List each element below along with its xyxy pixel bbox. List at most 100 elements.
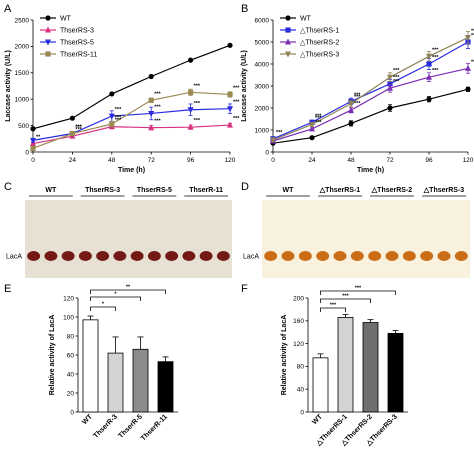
y-tick-label: 5000 [255,39,270,46]
significance-mark: *** [194,83,201,89]
gel-band [96,251,110,261]
data-point [270,137,276,144]
y-tick-label: 1000 [15,97,30,104]
gel-c: WT ThserRS-3 ThserRS-5 ThserR-11 LacA [6,187,232,278]
series-line-0 [32,44,231,130]
gel-header: ThserRS-3 [85,187,120,194]
significance-mark: *** [154,119,161,125]
x-category-label: ThserR-3 [93,413,119,439]
data-point [30,126,36,132]
x-tick-label: 48 [347,157,355,164]
x-tick-label: 120 [225,157,236,164]
data-point [348,120,354,126]
gel-row-label: LacA [243,254,259,261]
significance-mark: *** [233,100,240,106]
legend-marker [45,15,51,21]
data-point [309,122,315,128]
gel-band [402,251,416,261]
series-line-2 [272,67,469,142]
series-line-3 [272,37,469,141]
x-tick-label: 24 [69,157,77,164]
panel-label-f: F [241,283,248,295]
y-tick-label: 100 [63,314,74,321]
data-point [187,123,194,130]
gel-band [130,251,144,261]
y-axis-title: Laccase activity (U/L) [241,50,248,122]
y-tick-label: 60 [67,352,75,359]
gel-header: △ThserRS-3 [423,187,465,194]
significance-mark: *** [115,118,122,124]
y-tick-label: 120 [293,341,304,348]
bar [312,357,329,413]
gel-band [147,251,161,261]
x-tick-label: 24 [308,157,316,164]
significance-mark: *** [471,59,474,65]
significance-mark: *** [354,101,361,107]
legend-label: △ThserRS-3 [300,52,339,59]
significance-mark: *** [194,101,201,107]
x-tick-label: 48 [108,157,116,164]
legend-label: WT [60,16,72,23]
x-tick-label: 72 [386,157,394,164]
significance-mark: *** [393,79,400,85]
x-tick-label: 0 [31,157,35,164]
bar [82,319,99,413]
legend-marker [45,39,51,46]
significance-mark: *** [432,68,439,74]
y-axis-title: Relative activity of LacA [281,315,288,396]
significance-mark: *** [75,125,82,131]
significance-mark: *** [315,116,322,122]
significance-mark: *** [393,68,400,74]
x-category-label: WT [311,413,324,426]
data-point [309,125,315,132]
significance-mark: * [114,292,117,298]
data-point [465,64,471,71]
y-tick-label: 2000 [255,105,270,112]
chart-b: 0 1000 2000 3000 4000 5000 6000 0 24 48 72 96 120 Tim… [241,15,474,174]
data-point [148,110,155,117]
x-tick-label: 96 [425,157,433,164]
gel-band [437,251,451,261]
significance-bracket [320,307,346,312]
significance-mark: *** [276,130,283,136]
gel-header: ThserRS-5 [137,187,172,194]
significance-mark: *** [355,286,362,292]
data-point [227,106,233,113]
y-tick-label: 120 [63,295,74,302]
panel-label-d: D [241,181,249,193]
panel-label-e: E [4,283,11,295]
y-tick-label: 500 [18,123,29,130]
gel-header: △ThserRS-1 [319,187,361,194]
data-point [465,35,471,42]
significance-mark: * [102,302,105,308]
data-point [188,89,194,95]
legend-label: ThserRS-5 [60,40,94,47]
y-tick-label: 0 [70,409,74,416]
y-tick-label: 3000 [255,83,270,90]
x-category-label: ThserR-11 [140,413,169,442]
legend-label: △ThserRS-2 [300,40,339,47]
gel-header: △ThserRS-2 [371,187,413,194]
panel-label-a: A [4,3,12,15]
data-point [148,73,154,80]
data-point [426,53,432,60]
y-tick-label: 40 [67,371,75,378]
significance-mark: *** [233,85,240,91]
y-tick-label: 0 [265,149,269,156]
y-tick-label: 200 [293,295,304,302]
significance-mark: *** [330,303,337,309]
data-point [465,86,471,92]
gel-band [385,251,399,261]
gel-band [333,251,347,261]
legend-marker [45,26,51,33]
data-point [309,135,315,141]
bar [362,322,379,413]
data-point [108,113,115,120]
data-point [387,74,393,81]
significance-mark: ** [36,135,41,141]
panel-label-b: B [241,3,248,15]
y-tick-label: 80 [67,333,75,340]
y-tick-label: 20 [67,390,75,397]
y-tick-label: 6000 [255,17,270,24]
